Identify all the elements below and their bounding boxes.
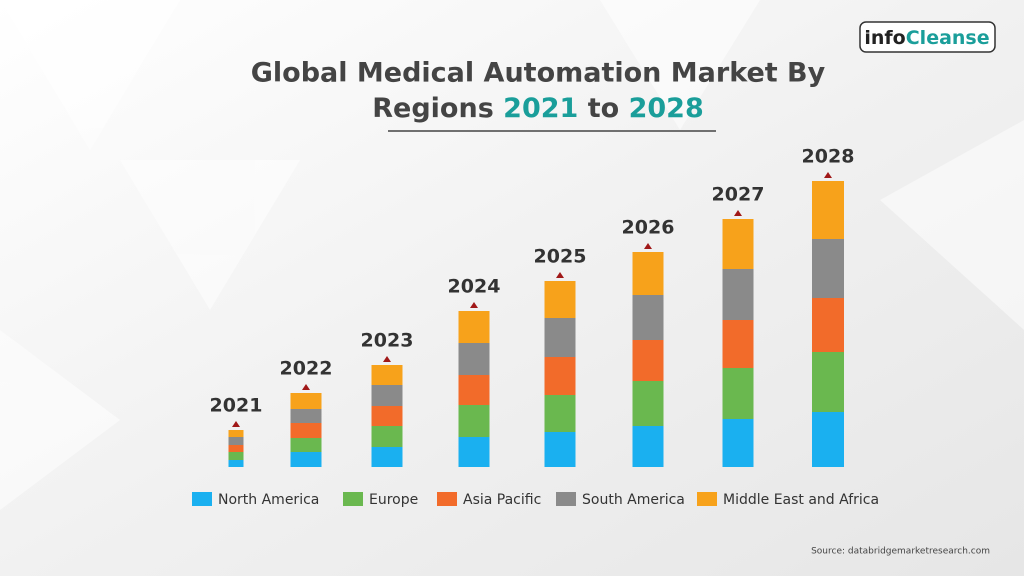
bar-segment [812,181,844,239]
bar-segment [812,298,844,352]
background-pattern [0,0,1024,510]
category-label: 2021 [210,395,263,417]
category-label: 2024 [448,276,501,298]
bar-segment [632,252,664,295]
legend-swatch [343,492,363,506]
bar-segment [371,385,403,406]
bar-segment [458,437,490,467]
arrow [556,272,564,278]
legend-swatch [192,492,212,506]
bar-segment [722,419,754,467]
chart-title-line2: Regions 2021 to 2028 [372,93,704,124]
bar-segment [722,368,754,419]
arrow [734,210,742,216]
bar-segment [290,423,322,438]
logo-left: info [864,27,905,49]
bar-segment [812,412,844,467]
bar-segment [632,381,664,426]
logo-right: Cleanse [906,27,990,49]
legend-swatch [697,492,717,506]
bar-segment [632,340,664,381]
legend-label: Asia Pacific [463,492,541,508]
bar-segment [722,320,754,368]
title-part: Regions [372,93,494,124]
bar-segment [458,343,490,375]
bar-segment [371,365,403,385]
legend-label: Europe [369,492,418,508]
bar-segment [290,452,322,467]
arrow [644,243,652,249]
bar-segment [722,269,754,320]
bar-segment [458,405,490,437]
bar-segment [290,409,322,423]
logo-box [859,21,996,53]
bar-segment [544,432,576,467]
bar-segment [458,311,490,343]
bar-segment [228,452,244,460]
legend-label: South America [582,492,685,508]
bar-segment [228,460,244,467]
arrow [302,384,310,390]
category-label: 2026 [622,217,675,239]
logo: infoCleanse [864,27,989,49]
arrow [383,356,391,362]
legend-label: Middle East and Africa [723,492,879,508]
category-label: 2023 [361,330,414,352]
legend-swatch [437,492,457,506]
bar-segment [228,430,244,437]
bar-segment [544,281,576,318]
bar-segment [544,357,576,395]
category-label: 2022 [280,358,333,380]
arrow [824,172,832,178]
title-part: to [588,93,619,124]
bar-segment [632,426,664,467]
category-label: 2027 [712,184,765,206]
bar-segment [371,426,403,447]
bar-segment [812,239,844,298]
title-year: 2021 [503,93,578,124]
bar-segment [228,445,244,452]
source: Source: databridgemarketresearch.com [811,547,990,557]
category-label: 2025 [534,246,587,268]
arrow [470,302,478,308]
category-label: 2028 [802,146,855,168]
legend-label: North America [218,492,319,508]
legend-swatch [556,492,576,506]
bar-segment [371,406,403,426]
bar-segment [544,318,576,357]
bar-segment [290,438,322,452]
bar-segment [632,295,664,340]
bar-segment [290,393,322,409]
bar-segment [722,219,754,269]
bar-segment [371,447,403,467]
bar-segment [812,352,844,412]
bar-segment [458,375,490,405]
bar-segment [228,437,244,445]
bar-segment [544,395,576,432]
arrow [232,421,240,427]
chart-title: Global Medical Automation Market By [251,58,826,89]
title-year: 2028 [629,93,704,124]
